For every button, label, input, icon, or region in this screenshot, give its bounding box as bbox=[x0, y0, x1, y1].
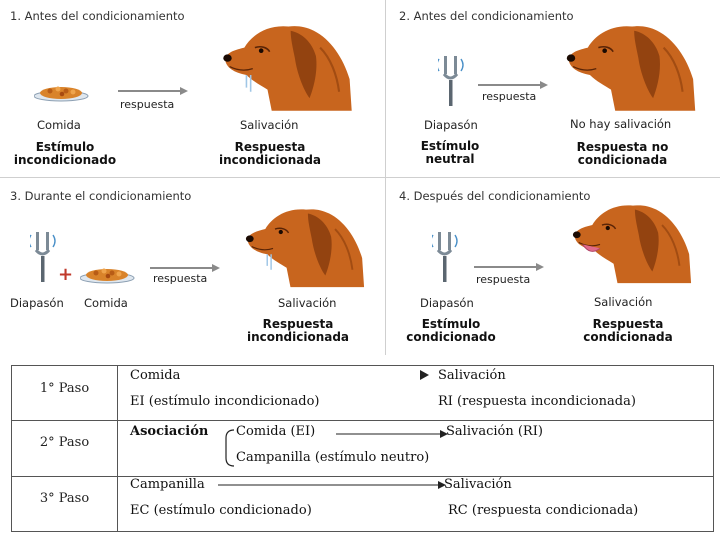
panel-2-title: 2. Antes del condicionamiento bbox=[399, 9, 574, 23]
response-type: Respuesta incondicionada bbox=[218, 140, 322, 167]
stimulus-label: Comida bbox=[37, 118, 81, 132]
response-label: Salivación bbox=[278, 296, 337, 310]
stimulus-label: Diapasón bbox=[424, 118, 478, 132]
step-1-right-bottom: RI (respuesta incondicionada) bbox=[438, 394, 636, 409]
food-bowl-icon bbox=[80, 268, 135, 284]
step-1-left-top: Comida bbox=[130, 368, 181, 383]
step-3-cell: 3° Paso bbox=[11, 476, 118, 532]
response-label: Salivación bbox=[594, 295, 653, 309]
arrow-icon bbox=[478, 81, 548, 89]
step-2-association: Asociación bbox=[130, 424, 209, 439]
dog-icon bbox=[571, 204, 693, 285]
arrow-icon bbox=[218, 481, 446, 489]
panel-1-title: 1. Antes del condicionamiento bbox=[10, 9, 185, 23]
arrowhead-icon bbox=[420, 370, 429, 380]
arrow-label: respuesta bbox=[120, 98, 175, 111]
stimulus-type: Estímulo neutral bbox=[420, 139, 480, 166]
step-1-cell: 1° Paso bbox=[11, 365, 118, 421]
panel-divider-horizontal bbox=[0, 177, 720, 178]
panel-3-title: 3. Durante el condicionamiento bbox=[10, 189, 192, 203]
arrow-label: respuesta bbox=[153, 272, 208, 285]
tuning-fork-icon bbox=[438, 56, 465, 108]
response-type: Respuesta condicionada bbox=[583, 317, 673, 344]
step-1-right-top: Salivación bbox=[438, 368, 506, 383]
step-3-left-top: Campanilla bbox=[130, 477, 205, 492]
stimulus-label: Diapasón bbox=[420, 296, 474, 310]
step-2-item-1: Comida (EI) bbox=[236, 424, 316, 439]
association-bracket-icon bbox=[225, 429, 448, 467]
tuning-fork-icon bbox=[432, 232, 459, 284]
response-type: Respuesta no condicionada bbox=[576, 140, 669, 167]
dog-icon bbox=[222, 25, 353, 112]
stimulus-type: Estímulo condicionado bbox=[406, 317, 496, 344]
stimulus-type: Estímulo incondicionado bbox=[13, 140, 117, 167]
arrow-label: respuesta bbox=[482, 90, 537, 103]
plus-icon: + bbox=[58, 264, 74, 285]
stimulus-label: Diapasón bbox=[10, 296, 64, 310]
step-2-result: Salivación (RI) bbox=[446, 424, 543, 439]
response-type: Respuesta incondicionada bbox=[246, 317, 350, 344]
step-2-cell: 2° Paso bbox=[11, 420, 118, 477]
dog-icon bbox=[565, 25, 697, 112]
step-2-content bbox=[117, 420, 714, 477]
arrow-icon bbox=[474, 263, 544, 271]
step-3-right-top: Salivación bbox=[444, 477, 512, 492]
arrow-label: respuesta bbox=[476, 273, 531, 286]
arrow-icon bbox=[150, 264, 220, 272]
step-1-label: 1° Paso bbox=[39, 381, 90, 396]
step-3-label: 3° Paso bbox=[39, 491, 90, 506]
panel-4-title: 4. Después del condicionamiento bbox=[399, 189, 591, 203]
stimulus-label-2: Comida bbox=[84, 296, 128, 310]
step-1-left-bottom: EI (estímulo incondicionado) bbox=[130, 394, 320, 409]
response-label: No hay salivación bbox=[570, 117, 672, 131]
food-bowl-icon bbox=[34, 86, 89, 102]
response-label: Salivación bbox=[240, 118, 299, 132]
step-3-left-bottom: EC (estímulo condicionado) bbox=[130, 503, 312, 518]
dog-icon bbox=[244, 208, 366, 289]
tuning-fork-icon bbox=[30, 232, 57, 284]
step-2-label: 2° Paso bbox=[39, 435, 90, 450]
step-1-content bbox=[117, 365, 714, 421]
arrow-icon bbox=[118, 87, 188, 95]
step-2-item-2: Campanilla (estímulo neutro) bbox=[236, 450, 430, 465]
steps-table: 1° Paso 2° Paso 3° Paso bbox=[11, 365, 714, 532]
step-3-right-bottom: RC (respuesta condicionada) bbox=[448, 503, 639, 518]
